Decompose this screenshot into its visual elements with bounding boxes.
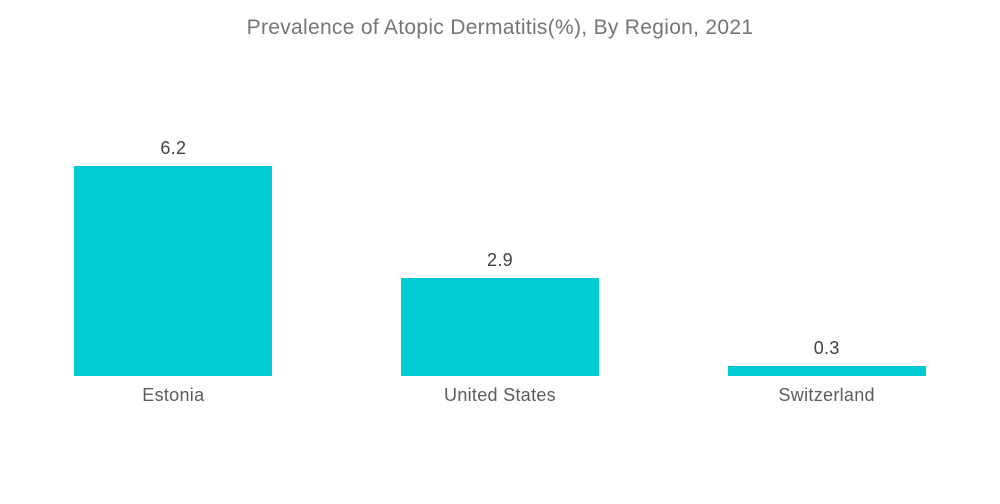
bar-value-label: 6.2 <box>160 138 187 158</box>
x-axis-labels: Estonia United States Switzerland <box>10 385 990 406</box>
chart-title: Prevalence of Atopic Dermatitis(%), By R… <box>246 16 754 39</box>
bar-group: 6.2 <box>10 60 337 376</box>
bar <box>74 166 273 376</box>
bar-group: 0.3 <box>663 60 990 376</box>
bar-group: 2.9 <box>337 60 664 376</box>
bar-value-label: 0.3 <box>813 338 840 358</box>
category-label: Estonia <box>142 385 205 405</box>
category-label: Switzerland <box>778 385 875 405</box>
bar-value-label: 2.9 <box>487 250 513 270</box>
category-label: United States <box>444 385 556 405</box>
bar <box>401 278 599 376</box>
bar <box>727 366 926 376</box>
plot-area: 6.2 2.9 0.3 <box>10 60 990 376</box>
